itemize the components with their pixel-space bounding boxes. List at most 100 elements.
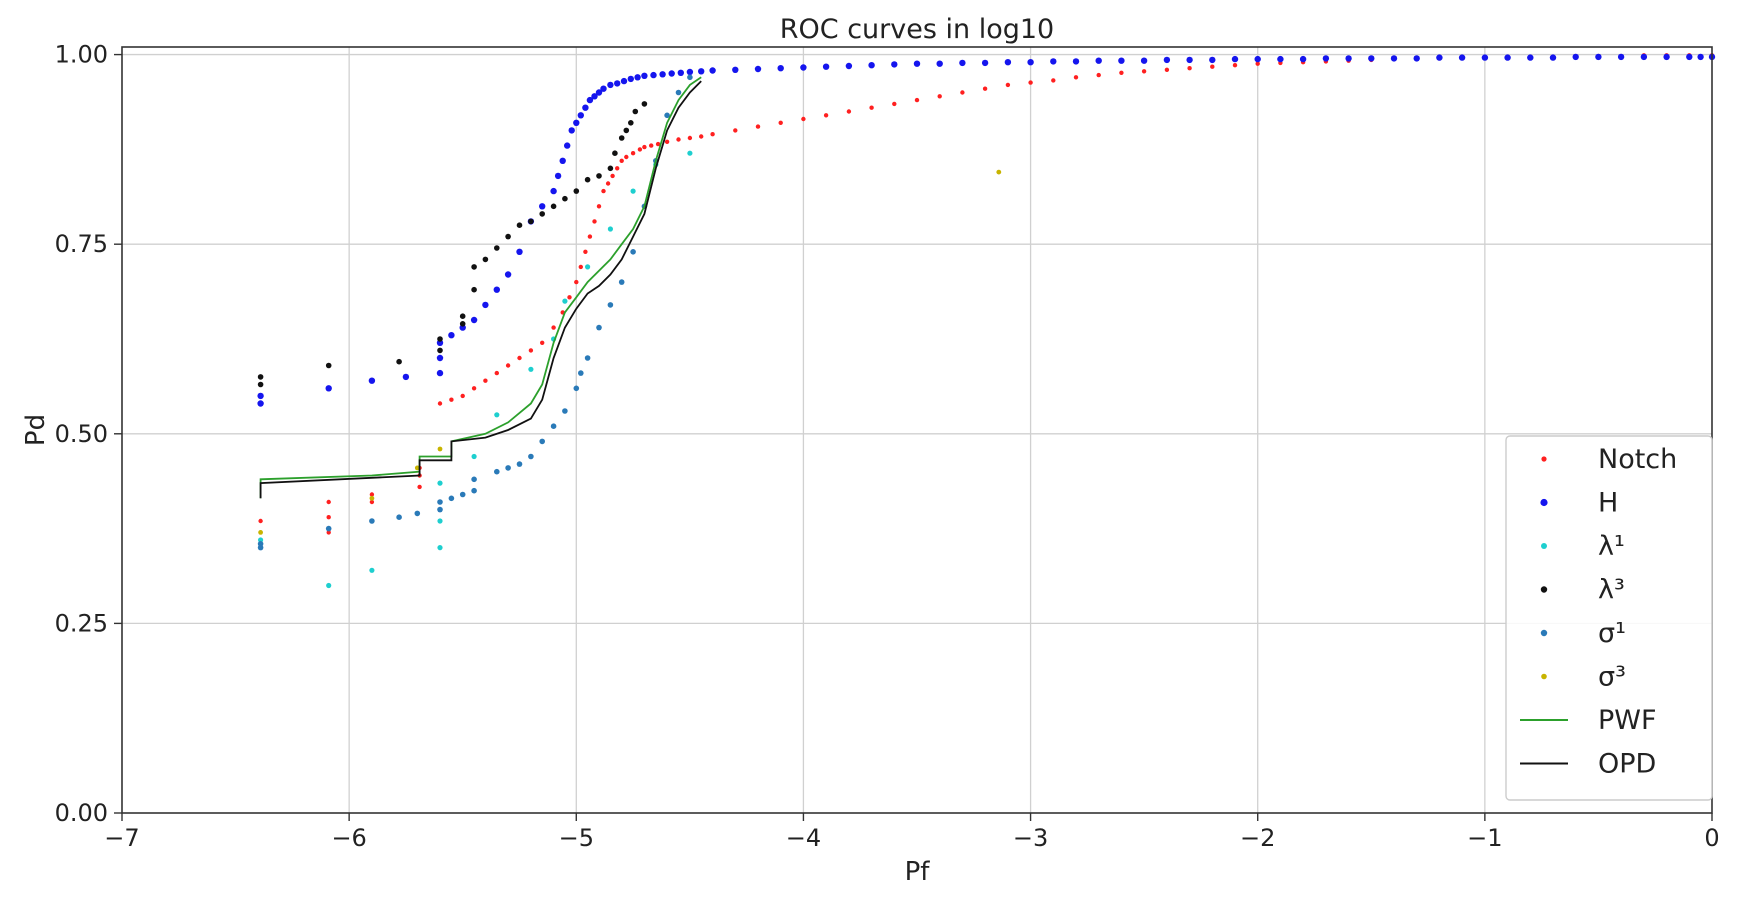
legend-label-h: H bbox=[1598, 488, 1618, 519]
lambda3-point bbox=[607, 165, 614, 172]
h-point bbox=[1572, 53, 1579, 61]
sigma1-point bbox=[516, 461, 523, 467]
lambda3-point bbox=[459, 321, 466, 327]
notch-point bbox=[687, 135, 693, 141]
notch-point bbox=[471, 386, 477, 391]
lambda1-point bbox=[437, 480, 443, 486]
notch-point bbox=[664, 139, 670, 144]
sigma1-point bbox=[505, 465, 511, 471]
h-point bbox=[1231, 55, 1239, 63]
h-point bbox=[504, 271, 512, 278]
sigma1-point bbox=[539, 438, 545, 445]
lambda3-point bbox=[618, 135, 625, 141]
y-tick-label: 0.75 bbox=[55, 230, 108, 258]
notch-point bbox=[914, 97, 920, 103]
y-tick-label: 0.50 bbox=[55, 420, 108, 448]
lambda3-point bbox=[257, 374, 264, 380]
notch-point bbox=[460, 393, 465, 399]
legend-swatch-sigma3 bbox=[1541, 673, 1547, 680]
legend-label-sigma1: σ¹ bbox=[1598, 618, 1626, 649]
x-tick-label: −2 bbox=[1240, 824, 1275, 852]
h-point bbox=[1095, 57, 1102, 64]
h-point bbox=[550, 187, 557, 195]
notch-point bbox=[417, 484, 422, 490]
h-point bbox=[936, 60, 943, 67]
notch-point bbox=[892, 101, 897, 107]
notch-point bbox=[1187, 66, 1192, 71]
h-point bbox=[754, 65, 762, 73]
notch-point bbox=[869, 105, 874, 110]
lambda3-point bbox=[471, 286, 477, 293]
h-point bbox=[1118, 57, 1125, 64]
sigma1-point bbox=[448, 495, 455, 502]
series-sigma1 bbox=[257, 74, 693, 551]
x-tick-label: 0 bbox=[1704, 824, 1719, 852]
notch-point bbox=[1051, 78, 1056, 83]
lambda1-point bbox=[471, 453, 477, 460]
notch-point bbox=[778, 120, 783, 126]
lambda3-point bbox=[516, 222, 523, 228]
lambda3-point bbox=[632, 108, 639, 115]
opd-line bbox=[259, 80, 702, 499]
notch-point bbox=[649, 143, 654, 148]
legend-markers bbox=[1520, 456, 1568, 765]
h-point bbox=[1697, 53, 1704, 61]
sigma1-point bbox=[437, 506, 443, 513]
lambda3-point bbox=[612, 150, 618, 156]
legend: Notch H λ¹ λ³ σ¹ σ³ PWF OPD bbox=[1505, 435, 1713, 801]
notch-point bbox=[1119, 70, 1124, 76]
legend-swatch-sigma1 bbox=[1540, 629, 1548, 637]
h-point bbox=[1163, 56, 1171, 64]
h-point bbox=[1050, 58, 1057, 65]
h-point bbox=[650, 71, 657, 79]
h-point bbox=[627, 75, 634, 83]
h-point bbox=[891, 61, 898, 68]
lambda3-point bbox=[641, 101, 648, 107]
legend-label-lambda1: λ¹ bbox=[1598, 531, 1625, 562]
h-point bbox=[845, 62, 853, 70]
legend-label-opd: OPD bbox=[1598, 749, 1656, 780]
notch-point bbox=[1164, 67, 1170, 73]
sigma1-point bbox=[437, 499, 443, 505]
lambda3-point bbox=[471, 264, 477, 270]
sigma1-point bbox=[664, 112, 670, 119]
notch-point bbox=[369, 492, 375, 497]
notch-point bbox=[1232, 62, 1238, 68]
lambda1-point bbox=[258, 537, 264, 543]
notch-point bbox=[1141, 69, 1147, 74]
h-point bbox=[257, 400, 264, 407]
sigma1-point bbox=[584, 355, 591, 361]
h-point bbox=[686, 68, 694, 76]
sigma1-point bbox=[675, 89, 682, 96]
h-point bbox=[1140, 57, 1148, 64]
lambda1-point bbox=[585, 264, 591, 270]
sigma1-point bbox=[687, 74, 693, 81]
lambda1-point bbox=[369, 567, 375, 573]
notch-point bbox=[630, 151, 636, 156]
x-tick-label: −7 bbox=[104, 824, 139, 852]
notch-point bbox=[1005, 82, 1011, 88]
notch-point bbox=[551, 325, 556, 330]
legend-swatch-h bbox=[1540, 498, 1548, 507]
lambda3-point bbox=[257, 381, 264, 388]
x-tick-label: −1 bbox=[1467, 824, 1502, 852]
h-point bbox=[1299, 55, 1307, 63]
lambda3-point bbox=[482, 256, 489, 263]
notch-point bbox=[583, 249, 588, 254]
lambda3-point bbox=[494, 245, 500, 251]
legend-label-notch: Notch bbox=[1598, 444, 1677, 475]
sigma1-point bbox=[573, 385, 580, 392]
h-point bbox=[1186, 56, 1193, 64]
lambda1-point bbox=[607, 226, 614, 232]
h-point bbox=[913, 60, 921, 67]
series-pwf bbox=[259, 76, 702, 499]
lambda3-point bbox=[437, 347, 443, 354]
lambda1-point bbox=[494, 412, 500, 418]
legend-swatch-lambda3 bbox=[1540, 586, 1548, 593]
lambda3-point bbox=[539, 211, 545, 217]
lambda1-point bbox=[437, 518, 443, 524]
notch-point bbox=[624, 154, 629, 160]
legend-swatch-lambda1 bbox=[1541, 543, 1547, 549]
h-point bbox=[1663, 53, 1670, 61]
